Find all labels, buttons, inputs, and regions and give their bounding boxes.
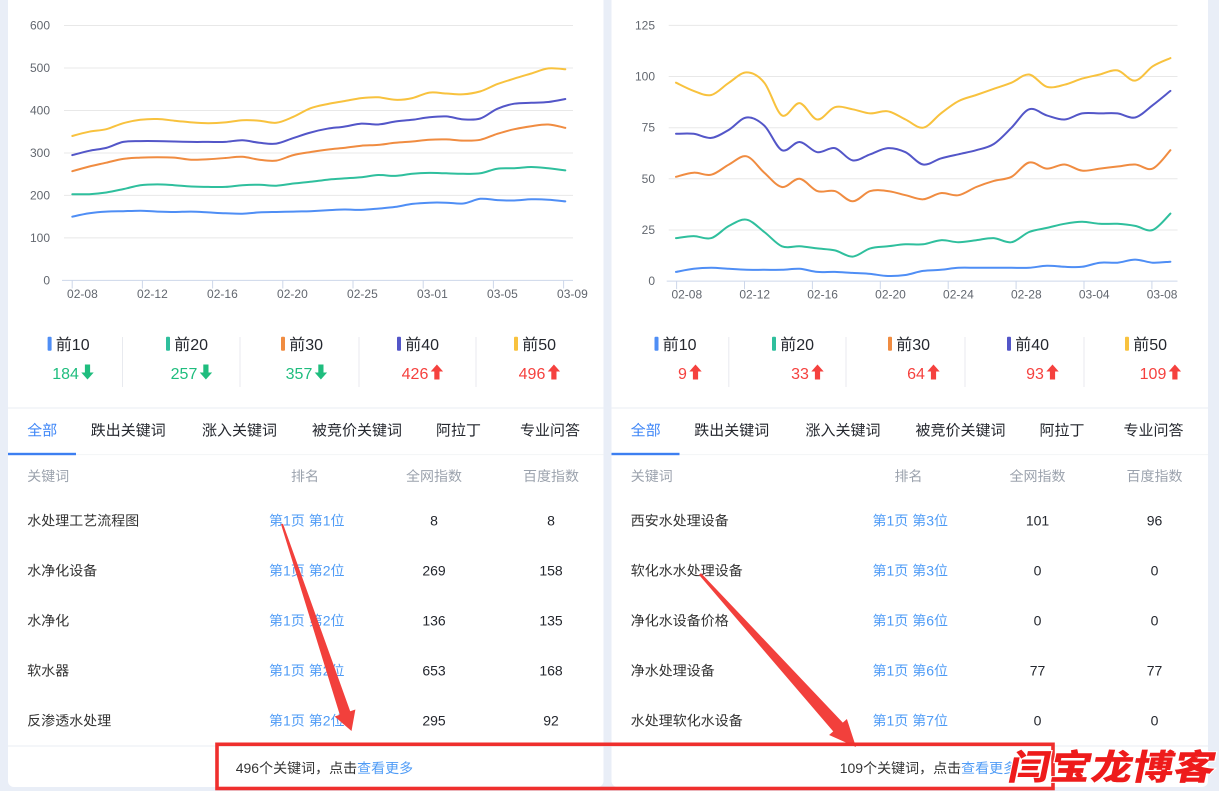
svg-text:400: 400 — [30, 104, 50, 118]
svg-text:1: 1 — [283, 513, 291, 529]
svg-text:03-09: 03-09 — [557, 287, 588, 301]
svg-text:02-12: 02-12 — [137, 287, 168, 301]
svg-text:02-08: 02-08 — [671, 288, 702, 302]
svg-text:03-08: 03-08 — [1147, 288, 1178, 302]
svg-text:96: 96 — [1147, 513, 1163, 529]
svg-text:1: 1 — [283, 713, 291, 729]
svg-text:33: 33 — [791, 366, 809, 383]
svg-text:02-24: 02-24 — [943, 288, 974, 302]
svg-text:2: 2 — [323, 713, 331, 729]
svg-text:0: 0 — [1034, 613, 1042, 629]
svg-text:0: 0 — [1151, 713, 1159, 729]
svg-text:1: 1 — [283, 663, 291, 679]
svg-text:30: 30 — [305, 337, 323, 354]
svg-text:100: 100 — [635, 70, 655, 84]
svg-text:8: 8 — [547, 513, 555, 529]
svg-text:02-08: 02-08 — [67, 287, 98, 301]
svg-text:03-04: 03-04 — [1079, 288, 1110, 302]
svg-text:0: 0 — [648, 274, 655, 288]
svg-text:136: 136 — [422, 613, 446, 629]
svg-text:200: 200 — [30, 188, 50, 202]
svg-text:93: 93 — [1026, 366, 1044, 383]
svg-text:600: 600 — [30, 19, 50, 33]
svg-text:25: 25 — [642, 223, 656, 237]
svg-text:40: 40 — [1031, 337, 1049, 354]
svg-text:1: 1 — [283, 613, 291, 629]
svg-text:0: 0 — [1151, 563, 1159, 579]
svg-text:02-20: 02-20 — [875, 288, 906, 302]
svg-text:64: 64 — [907, 366, 925, 383]
svg-text:100: 100 — [30, 231, 50, 245]
svg-text:20: 20 — [796, 337, 814, 354]
svg-text:02-12: 02-12 — [739, 288, 770, 302]
svg-text:50: 50 — [538, 337, 556, 354]
svg-text:6: 6 — [926, 613, 934, 629]
svg-text:1: 1 — [323, 513, 331, 529]
svg-text:30: 30 — [912, 337, 930, 354]
svg-text:1: 1 — [887, 663, 895, 679]
svg-text:357: 357 — [286, 366, 313, 383]
svg-text:496: 496 — [236, 760, 260, 776]
svg-text:02-25: 02-25 — [347, 287, 378, 301]
svg-text:7: 7 — [926, 713, 934, 729]
svg-text:77: 77 — [1147, 663, 1163, 679]
svg-text:101: 101 — [1026, 513, 1050, 529]
svg-text:125: 125 — [635, 18, 655, 32]
svg-text:3: 3 — [926, 563, 934, 579]
svg-text:92: 92 — [543, 713, 559, 729]
svg-text:02-16: 02-16 — [807, 288, 838, 302]
svg-text:0: 0 — [1034, 563, 1042, 579]
svg-text:03-01: 03-01 — [417, 287, 448, 301]
svg-text:1: 1 — [887, 513, 895, 529]
svg-text:500: 500 — [30, 61, 50, 75]
svg-text:75: 75 — [642, 121, 656, 135]
svg-text:50: 50 — [1149, 337, 1167, 354]
svg-text:653: 653 — [422, 663, 446, 679]
svg-text:269: 269 — [422, 563, 446, 579]
svg-text:6: 6 — [926, 663, 934, 679]
svg-text:0: 0 — [43, 273, 50, 287]
svg-text:426: 426 — [402, 366, 429, 383]
svg-text:295: 295 — [422, 713, 446, 729]
svg-text:300: 300 — [30, 146, 50, 160]
svg-text:20: 20 — [190, 337, 208, 354]
svg-text:03-05: 03-05 — [487, 287, 518, 301]
svg-text:257: 257 — [171, 366, 198, 383]
svg-text:2: 2 — [323, 613, 331, 629]
svg-text:184: 184 — [52, 366, 79, 383]
svg-text:135: 135 — [539, 613, 563, 629]
svg-text:496: 496 — [519, 366, 546, 383]
svg-text:02-20: 02-20 — [277, 287, 308, 301]
svg-text:50: 50 — [642, 172, 656, 186]
svg-text:9: 9 — [678, 366, 687, 383]
svg-text:0: 0 — [1034, 713, 1042, 729]
svg-text:10: 10 — [72, 337, 90, 354]
svg-text:10: 10 — [679, 337, 697, 354]
svg-text:77: 77 — [1030, 663, 1046, 679]
svg-text:109: 109 — [840, 760, 864, 776]
svg-text:1: 1 — [887, 613, 895, 629]
svg-text:1: 1 — [887, 563, 895, 579]
svg-text:1: 1 — [887, 713, 895, 729]
svg-text:168: 168 — [539, 663, 563, 679]
svg-text:109: 109 — [1140, 366, 1167, 383]
svg-text:02-28: 02-28 — [1011, 288, 1042, 302]
svg-text:3: 3 — [926, 513, 934, 529]
svg-text:40: 40 — [421, 337, 439, 354]
svg-text:1: 1 — [283, 563, 291, 579]
svg-text:0: 0 — [1151, 613, 1159, 629]
svg-text:158: 158 — [539, 563, 563, 579]
svg-text:8: 8 — [430, 513, 438, 529]
svg-text:2: 2 — [323, 563, 331, 579]
svg-text:02-16: 02-16 — [207, 287, 238, 301]
